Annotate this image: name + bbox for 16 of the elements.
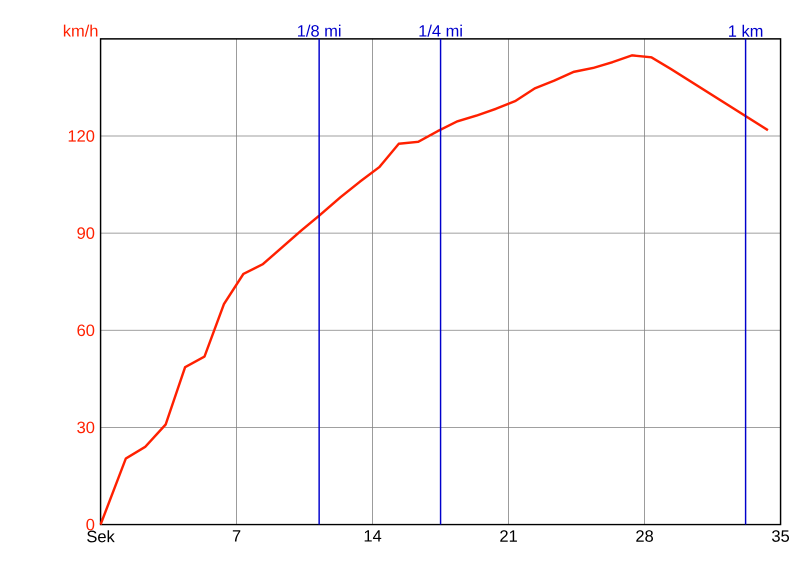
y-tick-label: 0 — [86, 518, 94, 530]
x-tick-label: 28 — [636, 530, 654, 542]
x-tick-label: 7 — [232, 530, 240, 542]
x-tick-label: 14 — [364, 530, 382, 542]
line-series — [99, 54, 770, 526]
ref-line-label: 1/8 mi — [298, 24, 340, 37]
ref-line-label: 1/4 mi — [419, 24, 462, 37]
y-axis-title: km/h — [64, 24, 98, 37]
y-tick-label: 90 — [77, 227, 94, 240]
y-tick-label: 60 — [77, 324, 94, 336]
ref-line-label: 1 km — [729, 24, 762, 37]
x-tick-label: 21 — [500, 530, 517, 542]
x-tick-label: 35 — [772, 530, 790, 542]
y-tick-label: 30 — [77, 422, 94, 434]
x-tick-label: Sek — [87, 530, 115, 542]
y-tick-label: 120 — [68, 130, 94, 142]
